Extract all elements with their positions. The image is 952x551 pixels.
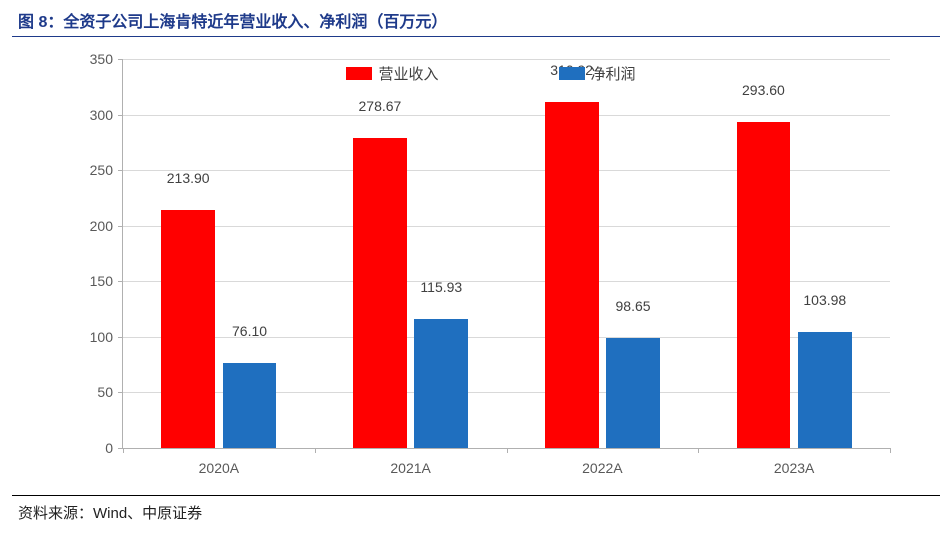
legend-item-revenue: 营业收入	[346, 63, 438, 84]
ytick-mark	[118, 115, 123, 116]
xtick-label: 2020A	[199, 460, 239, 476]
xtick-label: 2023A	[774, 460, 814, 476]
ytick-mark	[118, 337, 123, 338]
ytick-label: 150	[73, 273, 113, 289]
ytick-label: 100	[73, 329, 113, 345]
bar-label: 98.65	[616, 298, 651, 318]
ytick-mark	[118, 170, 123, 171]
gridline	[123, 59, 890, 60]
legend: 营业收入 净利润	[82, 63, 900, 84]
legend-label-profit: 净利润	[591, 63, 636, 84]
xtick-mark	[315, 448, 316, 453]
chart-container: 营业收入 净利润 0501001502002503003502020A213.9…	[12, 36, 940, 496]
bar-label: 213.90	[167, 170, 210, 190]
xtick-label: 2022A	[582, 460, 622, 476]
bar-revenue	[353, 138, 407, 448]
figure-title: 图 8：全资子公司上海肯特近年营业收入、净利润（百万元）	[0, 0, 952, 36]
bar-revenue	[737, 122, 791, 448]
xtick-mark	[890, 448, 891, 453]
ytick-label: 300	[73, 107, 113, 123]
legend-swatch-revenue	[346, 67, 372, 80]
ytick-label: 200	[73, 218, 113, 234]
ytick-mark	[118, 281, 123, 282]
legend-item-profit: 净利润	[559, 63, 636, 84]
ytick-label: 50	[73, 384, 113, 400]
xtick-mark	[698, 448, 699, 453]
ytick-mark	[118, 226, 123, 227]
ytick-label: 250	[73, 162, 113, 178]
bar-revenue	[161, 210, 215, 448]
xtick-mark	[123, 448, 124, 453]
bar-profit	[798, 332, 852, 448]
bar-label: 293.60	[742, 82, 785, 102]
xtick-mark	[507, 448, 508, 453]
ytick-mark	[118, 59, 123, 60]
plot-area: 0501001502002503003502020A213.9076.10202…	[122, 59, 890, 449]
xtick-label: 2021A	[390, 460, 430, 476]
chart-area: 营业收入 净利润 0501001502002503003502020A213.9…	[82, 49, 900, 489]
bar-profit	[606, 338, 660, 448]
ytick-label: 0	[73, 440, 113, 456]
bar-revenue	[545, 102, 599, 448]
bar-label: 278.67	[359, 98, 402, 118]
gridline	[123, 115, 890, 116]
figure-source: 资料来源：Wind、中原证券	[0, 496, 952, 523]
bar-label: 115.93	[420, 279, 462, 299]
ytick-mark	[118, 392, 123, 393]
legend-label-revenue: 营业收入	[378, 63, 438, 84]
bar-profit	[223, 363, 277, 448]
bar-profit	[414, 319, 468, 448]
legend-swatch-profit	[559, 67, 585, 80]
bar-label: 76.10	[232, 323, 267, 343]
bar-label: 103.98	[803, 292, 846, 312]
